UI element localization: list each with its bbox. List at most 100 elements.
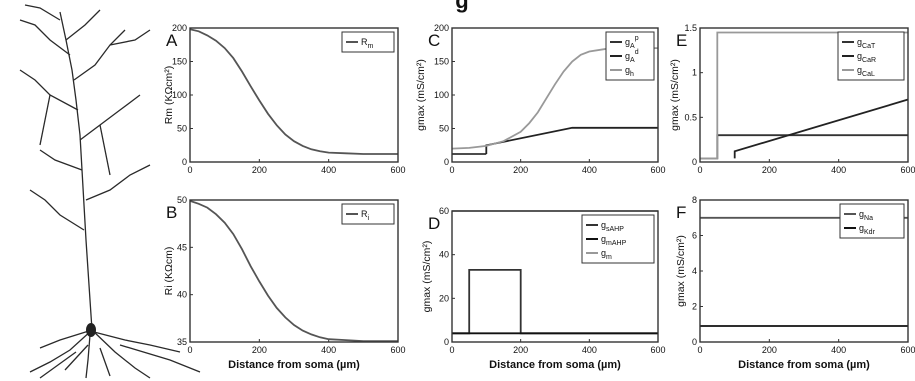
plot-frame bbox=[451, 210, 659, 343]
dendrite-branch bbox=[99, 347, 111, 377]
legend-entry: gCaT bbox=[857, 37, 876, 50]
dendrite-branch bbox=[99, 124, 111, 176]
x-tick-label: 400 bbox=[582, 345, 597, 355]
neuron-morphology-drawing bbox=[19, 4, 201, 379]
x-tick-label: 200 bbox=[252, 165, 267, 175]
x-tick-label: 600 bbox=[900, 165, 915, 175]
dendrite-branch bbox=[65, 9, 101, 41]
legend-entry: gCaR bbox=[857, 51, 876, 64]
x-tick-label: 200 bbox=[252, 345, 267, 355]
legend-entry: gmAHP bbox=[601, 234, 627, 247]
series-line-gsahp bbox=[452, 268, 658, 335]
x-tick-label: 600 bbox=[650, 345, 665, 355]
y-tick-label: 60 bbox=[439, 206, 449, 216]
legend-entry: gAd bbox=[625, 49, 639, 64]
y-axis-label: gmax (mS/cm²) bbox=[669, 59, 681, 131]
plot-frame bbox=[451, 27, 659, 163]
x-tick-label: 400 bbox=[321, 345, 336, 355]
legend-entry: gCaL bbox=[857, 65, 875, 78]
y-tick-label: 100 bbox=[434, 90, 449, 100]
x-axis-label: Distance from soma (µm) bbox=[489, 359, 621, 371]
dendrite-branch bbox=[73, 29, 126, 81]
series-line-gcal bbox=[700, 31, 908, 160]
y-tick-label: 40 bbox=[177, 290, 187, 300]
x-tick-label: 0 bbox=[187, 165, 192, 175]
y-tick-label: 1.5 bbox=[684, 23, 697, 33]
y-axis-label: Rm (KΩcm²) bbox=[163, 66, 175, 125]
panel-f: F 0 200 400 600 0 2 4 6 8 gmax (mS/cm²) Distance fr… bbox=[675, 195, 915, 371]
y-tick-label: 6 bbox=[692, 231, 697, 241]
legend-entry: gNa bbox=[859, 209, 873, 222]
caption-fragment: g bbox=[455, 0, 468, 13]
dendrite-branch bbox=[24, 4, 61, 21]
y-axis-label: gmax (mS/cm²) bbox=[415, 59, 427, 131]
y-tick-label: 50 bbox=[177, 195, 187, 205]
x-tick-label: 0 bbox=[697, 345, 702, 355]
y-tick-label: 200 bbox=[172, 23, 187, 33]
x-tick-label: 400 bbox=[831, 165, 846, 175]
dendrite-branch bbox=[39, 329, 93, 349]
dendrite-branch bbox=[59, 11, 93, 331]
panel-label: E bbox=[676, 31, 687, 50]
x-tick-label: 200 bbox=[513, 165, 528, 175]
y-tick-label: 45 bbox=[177, 242, 187, 252]
y-tick-label: 40 bbox=[439, 250, 449, 260]
y-tick-label: 150 bbox=[172, 57, 187, 67]
x-tick-label: 0 bbox=[697, 165, 702, 175]
series-line-gcar bbox=[733, 98, 909, 159]
y-tick-label: 4 bbox=[692, 266, 697, 276]
y-tick-label: 0 bbox=[692, 337, 697, 347]
legend-entry: gm bbox=[601, 248, 612, 261]
x-tick-label: 0 bbox=[449, 165, 454, 175]
panel-e: E 0 200 400 600 0 0.5 1 1.5 gmax (mS/cm²) gCaTgCaR… bbox=[669, 23, 915, 175]
x-tick-label: 400 bbox=[321, 165, 336, 175]
legend-entry: Rm bbox=[361, 37, 374, 50]
soma bbox=[86, 323, 96, 337]
legend-box bbox=[341, 203, 395, 225]
y-axis-label: gmax (mS/cm²) bbox=[421, 241, 433, 313]
y-tick-label: 50 bbox=[177, 124, 187, 134]
x-tick-label: 600 bbox=[900, 345, 915, 355]
panel-a: A 0 200 400 600 0 50 100 150 200 Rm (KΩcm²) Rm bbox=[163, 23, 406, 175]
panel-label: F bbox=[676, 203, 686, 222]
legend-entry: gAp bbox=[625, 35, 639, 50]
dendrite-branch bbox=[119, 344, 201, 373]
plot-frame bbox=[189, 199, 399, 343]
series-line-ga-d bbox=[485, 126, 658, 154]
y-tick-label: 0 bbox=[182, 157, 187, 167]
x-tick-label: 600 bbox=[390, 345, 405, 355]
dendrite-branch bbox=[39, 149, 83, 171]
series-line-ri bbox=[189, 200, 398, 343]
y-tick-label: 150 bbox=[434, 57, 449, 67]
y-tick-label: 0.5 bbox=[684, 112, 697, 122]
x-tick-label: 400 bbox=[582, 165, 597, 175]
dendrite-branch bbox=[29, 329, 93, 373]
dendrite-branch bbox=[91, 329, 151, 379]
panel-b: B 0 200 400 600 35 40 45 50 Ri (KΩcm) Distance fro… bbox=[163, 195, 406, 371]
panel-label: B bbox=[166, 203, 177, 222]
dendrite-branch bbox=[39, 94, 51, 146]
y-axis-label: Ri (KΩcm) bbox=[163, 247, 175, 296]
dendrite-branch bbox=[39, 351, 77, 379]
dendrite-branch bbox=[109, 29, 151, 46]
x-tick-label: 0 bbox=[449, 345, 454, 355]
x-tick-label: 200 bbox=[762, 165, 777, 175]
dendrite-branch bbox=[79, 94, 141, 141]
y-tick-label: 1 bbox=[692, 68, 697, 78]
y-tick-label: 0 bbox=[692, 157, 697, 167]
plot-frame bbox=[189, 27, 399, 163]
panel-label: C bbox=[428, 31, 440, 50]
legend-entry: gh bbox=[625, 65, 634, 78]
dendrite-branch bbox=[19, 19, 71, 56]
dendrite-branch bbox=[29, 189, 85, 231]
x-tick-label: 600 bbox=[650, 165, 665, 175]
legend-entry: Ri bbox=[361, 209, 370, 222]
x-tick-label: 200 bbox=[513, 345, 528, 355]
y-tick-label: 100 bbox=[172, 90, 187, 100]
